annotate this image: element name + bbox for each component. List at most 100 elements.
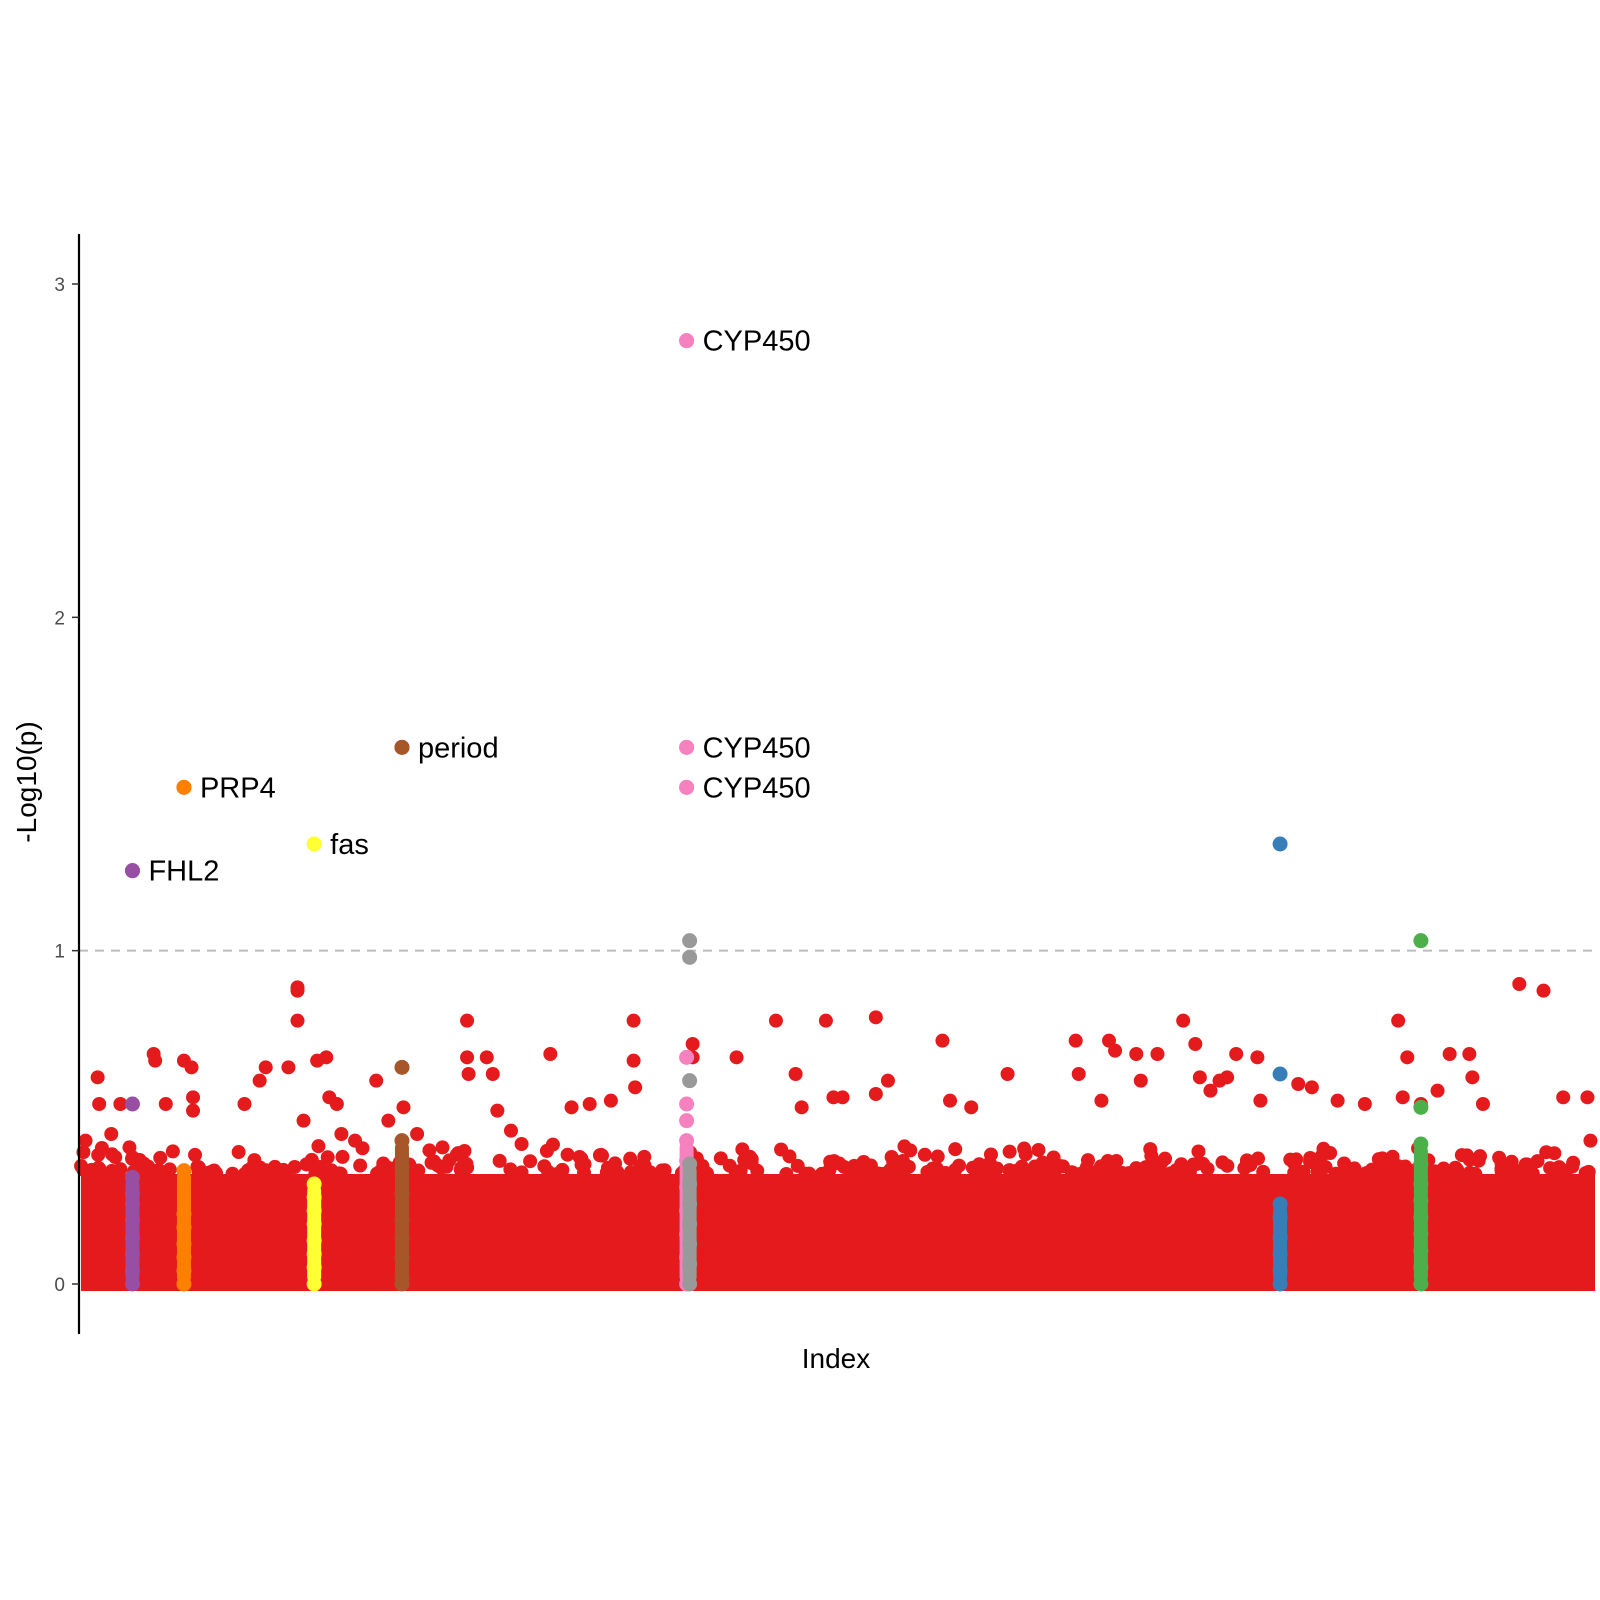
data-point [685, 1037, 700, 1051]
data-point [306, 1176, 322, 1192]
data-point [880, 1073, 895, 1088]
data-point [105, 1147, 120, 1162]
data-point [1413, 1209, 1429, 1225]
data-point [1283, 1152, 1298, 1167]
data-point [679, 1096, 695, 1112]
data-point [1220, 1070, 1235, 1085]
dense-point-band [81, 1174, 1595, 1291]
data-point [623, 1151, 638, 1166]
data-point [682, 933, 698, 949]
data-point [928, 1166, 943, 1181]
data-point [1079, 1160, 1094, 1175]
data-point [92, 1097, 107, 1111]
data-point [972, 1157, 987, 1172]
data-point [682, 1276, 698, 1292]
data-point [679, 1049, 695, 1065]
data-point [439, 1159, 454, 1174]
data-point [329, 1097, 344, 1111]
data-point [917, 1147, 932, 1162]
data-point [626, 1013, 641, 1028]
data-point [306, 1276, 322, 1292]
data-point [245, 1160, 260, 1175]
data-point [1272, 1066, 1288, 1082]
data-point [188, 1147, 203, 1162]
data-point [83, 1166, 98, 1181]
data-point [394, 1186, 410, 1202]
data-point [348, 1133, 363, 1148]
data-point [353, 1158, 368, 1173]
data-point [1462, 1047, 1477, 1061]
data-point [790, 1158, 805, 1173]
highlight-group [1413, 933, 1429, 1292]
data-point [682, 1256, 698, 1272]
data-point [158, 1097, 173, 1111]
data-point [582, 1097, 597, 1111]
data-point [124, 1196, 140, 1212]
data-point [1400, 1050, 1415, 1065]
data-point [1522, 1166, 1537, 1181]
data-point [492, 1153, 507, 1168]
data-point [296, 1113, 311, 1128]
data-point [822, 1162, 837, 1177]
point-label: fas [330, 829, 369, 861]
data-point [608, 1156, 623, 1171]
data-point [682, 1216, 698, 1232]
data-point [574, 1151, 589, 1166]
data-point [682, 1073, 698, 1089]
data-point [679, 1133, 695, 1149]
labeled-point [176, 779, 192, 795]
data-point [148, 1053, 163, 1068]
data-point [1413, 1099, 1429, 1115]
data-point [503, 1162, 518, 1177]
highlight-group [1272, 836, 1288, 1292]
data-point [1287, 1165, 1302, 1180]
data-point [281, 1060, 296, 1075]
data-point [1382, 1160, 1397, 1175]
data-point [603, 1093, 618, 1108]
data-point [1413, 1276, 1429, 1292]
data-point [1229, 1047, 1244, 1061]
plot-area [74, 1137, 1596, 1291]
data-point [290, 1013, 305, 1028]
data-point [113, 1097, 128, 1111]
data-point [679, 1113, 695, 1129]
labeled-point [679, 333, 695, 349]
data-point [1253, 1093, 1268, 1108]
data-point [897, 1139, 912, 1154]
data-point [682, 1156, 698, 1172]
data-point [1303, 1155, 1318, 1170]
data-point [1182, 1164, 1197, 1179]
data-point [1066, 1166, 1081, 1181]
highlight-group [682, 933, 698, 1292]
data-point [1094, 1093, 1109, 1108]
data-point [1272, 1276, 1288, 1292]
data-point [394, 1133, 410, 1149]
data-point [124, 1263, 140, 1279]
data-point [306, 1233, 322, 1249]
data-point [258, 1060, 273, 1075]
data-point [394, 1229, 410, 1245]
data-point [461, 1067, 476, 1081]
data-point [306, 1259, 322, 1275]
data-point [564, 1100, 579, 1115]
data-point [682, 1176, 698, 1192]
data-point [560, 1147, 575, 1162]
data-point [901, 1159, 916, 1174]
data-point [485, 1067, 500, 1081]
data-point [1442, 1047, 1457, 1061]
data-point [868, 1087, 883, 1101]
data-point [1250, 1050, 1265, 1065]
data-point [306, 1189, 322, 1205]
labeled-point [306, 836, 322, 852]
labeled-point [124, 863, 140, 879]
data-point [410, 1127, 425, 1141]
data-point [1558, 1166, 1573, 1181]
data-point [1369, 1162, 1384, 1177]
data-point [1413, 1156, 1429, 1172]
data-point [1272, 1229, 1288, 1245]
data-point [733, 1163, 748, 1178]
data-point [311, 1139, 326, 1154]
labeled-point [679, 779, 695, 795]
data-point [682, 1196, 698, 1212]
data-point [1413, 1243, 1429, 1259]
